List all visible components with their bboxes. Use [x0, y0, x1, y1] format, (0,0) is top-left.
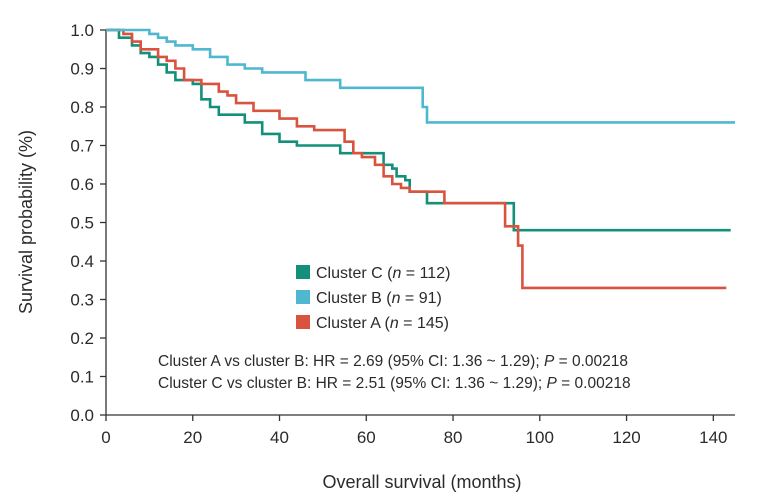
x-axis-ticks: 0 20 40 60 80 100 120 140 — [101, 415, 727, 447]
hazard-ratio-annotation: Cluster C vs cluster B: HR = 2.51 (95% C… — [158, 375, 631, 392]
y-tick-label: 0.1 — [70, 368, 94, 387]
series-layer — [106, 28, 735, 290]
y-tick-label: 0.4 — [70, 252, 94, 271]
x-tick-label: 120 — [612, 428, 640, 447]
legend-swatch-cluster-b — [296, 290, 310, 304]
x-tick-label: 140 — [699, 428, 727, 447]
y-tick-label: 0.2 — [70, 329, 94, 348]
y-axis-title: Survival probability (%) — [16, 130, 36, 314]
plot-area: 0 20 40 60 80 100 120 140 0.0 0.1 0.2 0.3 0.4 0.5 0.6… — [70, 21, 735, 447]
legend-swatch-cluster-a — [296, 315, 310, 329]
x-tick-label: 100 — [526, 428, 554, 447]
y-tick-label: 0.3 — [70, 291, 94, 310]
hazard-ratio-annotation: Cluster A vs cluster B: HR = 2.69 (95% C… — [158, 353, 628, 370]
x-tick-label: 40 — [270, 428, 289, 447]
x-axis-title: Overall survival (months) — [322, 472, 521, 492]
x-tick-label: 60 — [357, 428, 376, 447]
y-axis-ticks: 0.0 0.1 0.2 0.3 0.4 0.5 0.6 0.7 0.8 0.9 1.0 — [70, 21, 106, 425]
hazard-ratio-annotations: Cluster A vs cluster B: HR = 2.69 (95% C… — [158, 353, 631, 392]
legend-label-cluster-c: Cluster C (n = 112) — [316, 265, 450, 282]
x-tick-label: 0 — [101, 428, 110, 447]
series-line-cluster-b — [106, 28, 735, 124]
series-line-cluster-a — [106, 28, 727, 290]
y-tick-label: 0.7 — [70, 137, 94, 156]
y-tick-label: 0.0 — [70, 406, 94, 425]
y-tick-label: 1.0 — [70, 21, 94, 40]
x-tick-label: 80 — [444, 428, 463, 447]
y-tick-label: 0.8 — [70, 98, 94, 117]
legend: Cluster C (n = 112) Cluster B (n = 91) Clu… — [296, 265, 450, 332]
y-tick-label: 0.5 — [70, 214, 94, 233]
y-tick-label: 0.9 — [70, 60, 94, 79]
legend-swatch-cluster-c — [296, 265, 310, 279]
x-tick-label: 20 — [183, 428, 202, 447]
legend-label-cluster-a: Cluster A (n = 145) — [316, 315, 449, 332]
legend-label-cluster-b: Cluster B (n = 91) — [316, 290, 442, 307]
y-tick-label: 0.6 — [70, 175, 94, 194]
series-line-cluster-c — [106, 28, 731, 232]
